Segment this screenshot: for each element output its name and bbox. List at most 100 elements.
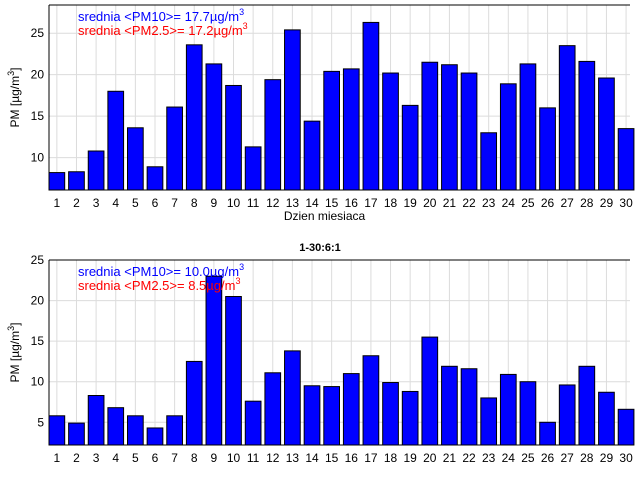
y-tick-label: 25	[31, 253, 45, 267]
bar-day-14	[303, 120, 321, 191]
x-tick-label: 6	[152, 451, 159, 465]
bar-day-3	[87, 395, 105, 446]
x-tick-label: 24	[502, 451, 516, 465]
bar-day-9	[205, 63, 223, 191]
x-tick-label: 30	[619, 451, 633, 465]
x-tick-label: 26	[541, 451, 555, 465]
bar-day-8	[185, 44, 203, 191]
bar-day-10	[225, 296, 242, 446]
x-tick-label: 27	[561, 451, 575, 465]
x-tick-label: 6	[152, 196, 159, 210]
bar-day-7	[166, 106, 183, 191]
y-tick-label: 20	[31, 68, 45, 82]
x-tick-label: 25	[521, 196, 535, 210]
x-tick-label: 3	[93, 451, 100, 465]
bar-day-14	[303, 385, 321, 446]
bar-day-29	[598, 391, 615, 446]
bar-day-4	[107, 90, 125, 191]
x-tick-label: 24	[502, 196, 516, 210]
bar-day-27	[558, 45, 576, 191]
bar-day-24	[499, 373, 517, 446]
bar-day-23	[480, 132, 498, 191]
x-tick-label: 16	[345, 451, 359, 465]
x-tick-label: 9	[211, 451, 218, 465]
x-tick-label: 10	[227, 451, 241, 465]
x-tick-label: 14	[305, 196, 319, 210]
x-tick-label: 18	[384, 451, 398, 465]
x-tick-label: 1	[54, 196, 61, 210]
bar-day-3	[87, 150, 105, 191]
bar-day-20	[421, 336, 439, 446]
mean-annotation: srednia <PM10>= 17.7µg/m3	[78, 7, 244, 24]
bar-day-29	[598, 77, 615, 191]
x-tick-label: 20	[423, 196, 437, 210]
x-tick-label: 19	[403, 196, 417, 210]
bar-day-28	[578, 365, 596, 446]
bar-day-13	[284, 29, 301, 191]
bar-day-12	[264, 372, 282, 446]
x-tick-label: 12	[266, 196, 280, 210]
bar-day-4	[107, 407, 125, 446]
chart-title: 1-30:6:1	[299, 242, 341, 254]
mean-annotation: srednia <PM10>= 10.0µg/m3	[78, 262, 244, 279]
x-tick-label: 8	[191, 196, 198, 210]
x-tick-label: 19	[403, 451, 417, 465]
bar-day-18	[382, 72, 399, 191]
mean-annotation: srednia <PM2.5>= 8.5µg/m3	[78, 276, 240, 293]
bar-day-5	[127, 127, 144, 191]
x-tick-label: 10	[227, 196, 241, 210]
x-tick-label: 14	[305, 451, 319, 465]
x-tick-label: 22	[462, 451, 476, 465]
x-tick-label: 11	[247, 451, 260, 465]
bar-day-24	[499, 83, 517, 191]
x-tick-label: 29	[600, 451, 614, 465]
x-tick-label: 20	[423, 451, 437, 465]
x-tick-label: 8	[191, 451, 198, 465]
bar-day-21	[441, 64, 458, 191]
bar-day-13	[284, 350, 301, 446]
bar-day-2	[68, 171, 85, 191]
x-tick-label: 4	[112, 451, 119, 465]
x-tick-label: 9	[211, 196, 218, 210]
x-tick-label: 17	[364, 196, 378, 210]
bar-day-22	[460, 72, 478, 191]
bar-day-17	[362, 355, 380, 446]
x-tick-label: 2	[73, 196, 80, 210]
bar-day-16	[342, 373, 360, 446]
bar-day-11	[244, 400, 262, 446]
bar-day-28	[578, 60, 596, 191]
x-tick-label: 28	[580, 196, 594, 210]
x-tick-label: 29	[600, 196, 614, 210]
bar-day-6	[146, 427, 164, 446]
bar-day-10	[225, 84, 242, 191]
bar-day-23	[480, 397, 498, 446]
bar-day-26	[539, 421, 556, 446]
bar-day-5	[127, 415, 144, 446]
y-axis-label: PM [µg/m3]	[6, 68, 22, 128]
y-axis-label: PM [µg/m3]	[6, 323, 22, 383]
x-tick-label: 22	[462, 196, 476, 210]
bar-day-30	[617, 408, 635, 446]
x-tick-label: 5	[132, 196, 139, 210]
x-tick-label: 5	[132, 451, 139, 465]
x-tick-label: 11	[247, 196, 260, 210]
bar-day-20	[421, 61, 439, 191]
x-tick-label: 2	[73, 451, 80, 465]
bar-day-8	[185, 360, 203, 446]
x-tick-label: 23	[482, 451, 496, 465]
bar-day-19	[401, 390, 419, 446]
x-tick-label: 1	[54, 451, 61, 465]
bar-day-18	[382, 382, 399, 446]
bar-day-25	[519, 381, 537, 446]
bar-day-16	[342, 68, 360, 191]
bar-day-2	[68, 422, 85, 446]
bar-day-30	[617, 128, 635, 191]
bar-day-12	[264, 79, 282, 191]
bar-day-15	[323, 70, 341, 191]
x-tick-label: 15	[325, 196, 339, 210]
y-tick-label: 20	[31, 294, 45, 308]
x-tick-label: 18	[384, 196, 398, 210]
x-tick-label: 4	[112, 196, 119, 210]
